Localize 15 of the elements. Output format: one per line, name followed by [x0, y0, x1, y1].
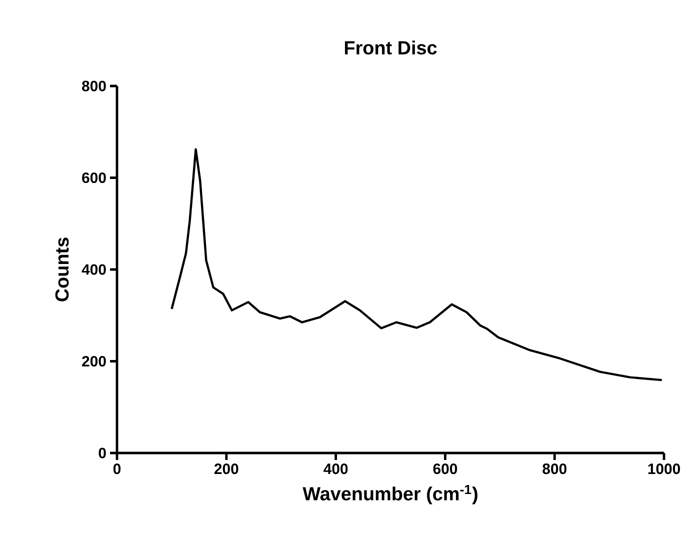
x-tick-label: 0 [113, 464, 121, 474]
y-tick-label: 400 [82, 264, 106, 275]
y-tick-label: 0 [98, 448, 106, 458]
x-tick-label: 800 [542, 464, 566, 474]
x-tick-label: 200 [214, 464, 238, 474]
y-axis-title: Counts [55, 238, 69, 302]
y-tick-label: 200 [82, 356, 106, 367]
x-tick-label: 1000 [648, 464, 680, 474]
chart-title: Front Disc [344, 40, 437, 55]
x-axis-title: Wavenumber (cm$^{-1}$) [302, 484, 478, 504]
y-tick-label: 600 [82, 172, 106, 184]
x-tick-label: 400 [324, 464, 348, 474]
x-tick-label: 600 [433, 464, 458, 474]
y-tick-label: 800 [82, 80, 106, 92]
line-series [170, 148, 663, 382]
